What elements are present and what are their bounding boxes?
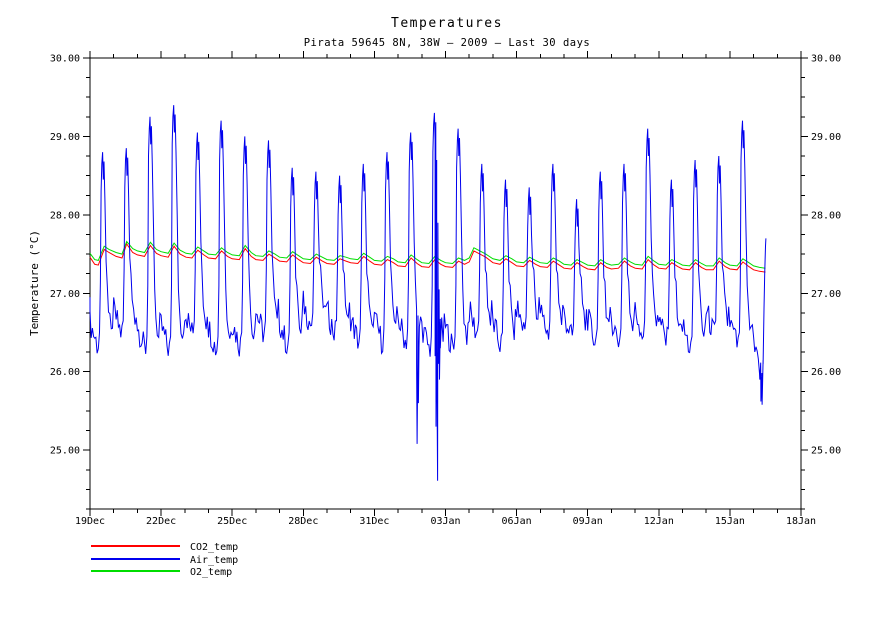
y-tick-label-left: 27.00 bbox=[50, 289, 80, 300]
y-tick-label-right: 29.00 bbox=[811, 132, 841, 143]
axis-tick-labels: 25.00 25.00 26.00 26.00 27.00 27.00 28.00 28.00… bbox=[50, 54, 841, 528]
legend-label-co2-temp: CO2_temp bbox=[190, 542, 238, 553]
x-tick-label: 28Dec bbox=[288, 516, 318, 527]
series-line-Air_temp bbox=[89, 105, 767, 481]
series-line-CO2_temp bbox=[89, 242, 766, 273]
y-tick-label-left: 30.00 bbox=[50, 54, 80, 65]
x-tick-label: 06Jan bbox=[502, 516, 532, 527]
chart-subtitle: Pirata 59645 8N, 38W – 2009 – Last 30 da… bbox=[304, 37, 591, 49]
y-tick-label-right: 27.00 bbox=[811, 289, 841, 300]
chart-title: Temperatures bbox=[391, 16, 503, 31]
x-tick-label: 31Dec bbox=[359, 516, 389, 527]
legend: CO2_temp Air_temp O2_temp bbox=[91, 542, 238, 578]
legend-label-o2-temp: O2_temp bbox=[190, 567, 232, 578]
x-tick-label: 03Jan bbox=[430, 516, 460, 527]
x-tick-label: 22Dec bbox=[146, 516, 176, 527]
y-tick-label-right: 30.00 bbox=[811, 54, 841, 65]
y-tick-label-left: 28.00 bbox=[50, 210, 80, 221]
x-tick-label: 15Jan bbox=[715, 516, 745, 527]
y-tick-label-left: 26.00 bbox=[50, 367, 80, 378]
legend-label-air-temp: Air_temp bbox=[190, 555, 238, 566]
y-tick-label-right: 28.00 bbox=[811, 210, 841, 221]
x-tick-label: 09Jan bbox=[573, 516, 603, 527]
x-tick-label: 12Jan bbox=[644, 516, 674, 527]
x-tick-label: 25Dec bbox=[217, 516, 247, 527]
y-axis-title: Temperature (°C) bbox=[28, 230, 41, 336]
series-lines bbox=[89, 105, 767, 481]
y-tick-label-right: 26.00 bbox=[811, 367, 841, 378]
plot-frame-box bbox=[89, 57, 802, 510]
x-tick-label: 19Dec bbox=[75, 516, 105, 527]
y-tick-label-left: 25.00 bbox=[50, 446, 80, 457]
axis-ticks bbox=[83, 51, 808, 516]
series-line-O2_temp bbox=[89, 240, 766, 269]
x-tick-label: 18Jan bbox=[786, 516, 816, 527]
y-tick-label-right: 25.00 bbox=[811, 446, 841, 457]
plot-frame bbox=[89, 57, 802, 510]
y-tick-label-left: 29.00 bbox=[50, 132, 80, 143]
